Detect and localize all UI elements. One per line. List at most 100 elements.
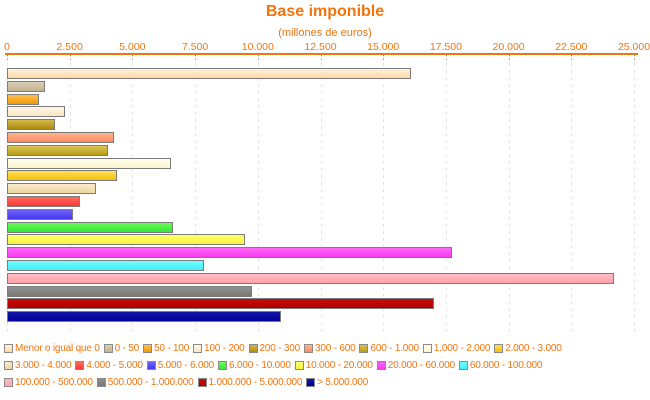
- legend-item: 3.000 - 4.000: [4, 360, 72, 371]
- legend-item: 100 - 200: [193, 343, 245, 354]
- legend-label: 10.000 - 20.000: [305, 360, 373, 371]
- legend-item: 600 - 1.000: [359, 343, 419, 354]
- gridline: [634, 56, 635, 335]
- bar: [7, 196, 80, 207]
- legend-swatch: [218, 361, 228, 370]
- gridline: [257, 56, 259, 335]
- legend-swatch: [142, 344, 152, 353]
- bar: [7, 132, 115, 143]
- bar: [7, 144, 108, 156]
- legend-item: 500.000 - 1.000.000: [96, 377, 194, 388]
- legend-swatch: [458, 361, 468, 370]
- legend-item: > 5.000.000: [306, 377, 368, 388]
- legend-swatch: [96, 378, 106, 387]
- x-axis-labels: 0 2.500 5.000 7.500 10.000 12.500 15.000 17.500…: [4, 41, 650, 53]
- bar: [7, 221, 173, 233]
- bar: [7, 208, 74, 220]
- x-axis-tick-label: 22.500: [555, 41, 588, 53]
- legend-label: 600 - 1.000: [370, 343, 419, 354]
- legend-label: 60.000 - 100.000: [469, 360, 543, 371]
- x-axis-tick-label: 2.500: [56, 41, 83, 53]
- legend-item: 1.000.000 - 5.000.000: [197, 377, 303, 388]
- legend-item: 20.000 - 60.000: [376, 360, 455, 371]
- bar: [7, 106, 65, 118]
- legend-swatch: [359, 344, 369, 353]
- legend-item: Menor o igual que 0: [4, 343, 100, 354]
- plot-area: [7, 56, 635, 335]
- bar: [7, 119, 56, 131]
- legend-label: Menor o igual que 0: [15, 343, 100, 354]
- bar: [7, 170, 118, 182]
- legend-item: 10.000 - 20.000: [294, 360, 373, 371]
- bar: [7, 183, 96, 195]
- legend-swatch: [376, 361, 386, 370]
- legend-swatch: [4, 378, 13, 387]
- gridline: [320, 56, 322, 335]
- legend-item: 200 - 300: [248, 343, 300, 354]
- legend-item: 2.000 - 3.000: [494, 343, 562, 354]
- x-axis-tick-label: 5.000: [119, 41, 146, 53]
- legend-item: 4.000 - 5.000: [75, 360, 143, 371]
- bar: [7, 260, 204, 271]
- legend-item: 50 - 100: [142, 343, 190, 354]
- x-axis-tick-label: 15.000: [367, 41, 400, 53]
- legend-swatch: [146, 361, 156, 370]
- legend-swatch: [103, 344, 113, 353]
- legend-row: 3.000 - 4.000 4.000 - 5.000 5.000 - 6.000 6…: [4, 357, 650, 374]
- bar: [7, 272, 615, 284]
- legend-swatch: [306, 378, 316, 387]
- bar: [7, 311, 282, 323]
- legend-item: 0 - 50: [103, 343, 140, 354]
- bar: [7, 285, 253, 297]
- legend-item: 6.000 - 10.000: [218, 360, 291, 371]
- legend-item: 300 - 600: [304, 343, 356, 354]
- gridline: [7, 56, 8, 335]
- x-axis-tick-label: 7.500: [181, 41, 209, 53]
- x-axis-tick-label: 20.000: [492, 41, 525, 53]
- bar: [7, 234, 246, 246]
- x-axis-tick-label: 25.000: [617, 41, 650, 53]
- bar: [7, 68, 411, 79]
- page-title: Base imponible: [265, 3, 385, 20]
- legend-swatch: [197, 378, 207, 387]
- gridline: [445, 56, 447, 335]
- bar: [7, 93, 39, 105]
- legend-label: > 5.000.000: [317, 377, 369, 388]
- legend-item: 100.000 - 500.000: [4, 377, 93, 388]
- bar: [7, 80, 45, 92]
- legend-label: 500.000 - 1.000.000: [107, 377, 194, 388]
- legend-swatch: [75, 361, 85, 370]
- legend-label: 100 - 200: [204, 343, 245, 354]
- legend-swatch: [294, 361, 304, 370]
- legend-label: 1.000.000 - 5.000.000: [208, 377, 303, 388]
- gridline: [195, 56, 197, 335]
- legend-item: 60.000 - 100.000: [458, 360, 543, 371]
- gridline: [508, 56, 510, 335]
- x-axis-tick-label: 12.500: [304, 41, 337, 53]
- legend-label: 0 - 50: [114, 343, 140, 354]
- gridline: [69, 56, 71, 335]
- gridline: [132, 56, 134, 335]
- legend-swatch: [422, 344, 432, 353]
- chart-subtitle: (millones de euros): [278, 27, 372, 39]
- legend-swatch: [193, 344, 203, 353]
- legend-swatch: [248, 344, 258, 353]
- legend-label: 100.000 - 500.000: [15, 377, 93, 388]
- legend-label: 6.000 - 10.000: [229, 360, 291, 371]
- legend-label: 4.000 - 5.000: [86, 360, 143, 371]
- bar: [7, 157, 172, 169]
- legend-label: 1.000 - 2.000: [433, 343, 491, 354]
- gridline: [571, 56, 573, 335]
- legend-label: 50 - 100: [153, 343, 190, 354]
- legend: Menor o igual que 0 0 - 50 50 - 100 100 - 2…: [4, 340, 650, 391]
- gridline: [383, 56, 385, 335]
- legend-label: 2.000 - 3.000: [505, 343, 562, 354]
- legend-item: 1.000 - 2.000: [422, 343, 491, 354]
- bar: [7, 298, 435, 310]
- x-axis-tick-label: 0: [4, 41, 10, 53]
- legend-swatch: [4, 344, 13, 353]
- legend-row: 100.000 - 500.000 500.000 - 1.000.000 1.00…: [4, 374, 650, 391]
- x-axis-tick-label: 10.000: [241, 41, 274, 53]
- legend-swatch: [4, 361, 13, 370]
